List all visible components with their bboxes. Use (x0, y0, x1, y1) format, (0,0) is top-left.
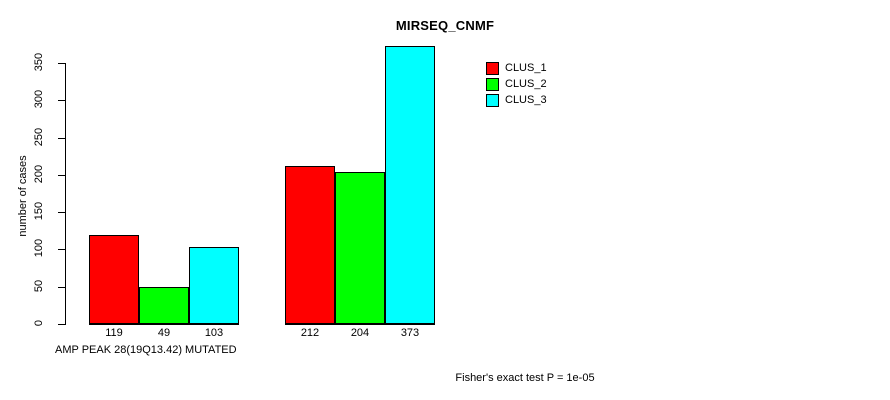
bar-value-label: 212 (300, 327, 320, 339)
y-axis-tick-label: 250 (26, 127, 52, 145)
y-axis-tick-label: 0 (26, 317, 52, 331)
y-axis-tick-label-text: 150 (33, 201, 45, 221)
bar-value-label: 49 (157, 327, 171, 339)
y-axis-tick (58, 137, 65, 139)
y-axis-tick (58, 249, 65, 251)
bar-value-label: 103 (204, 327, 224, 339)
bar-group-2-clus_2 (335, 171, 385, 324)
legend-item-clus_2: CLUS_2 (486, 76, 547, 92)
y-axis-tick (58, 63, 65, 64)
y-axis-tick-label-text: 200 (33, 164, 45, 184)
legend-label: CLUS_1 (505, 62, 547, 74)
y-axis-line (65, 63, 66, 325)
y-axis-tick-label: 50 (26, 280, 52, 294)
chart-title: MIRSEQ_CNMF (0, 18, 890, 33)
y-axis-tick-label: 300 (26, 90, 52, 108)
statistical-annotation-text: Fisher's exact test P = 1e-05 (455, 372, 595, 384)
statistical-annotation: Fisher's exact test P = 1e-05 (0, 372, 890, 384)
x-axis-title: AMP PEAK 28(19Q13.42) MUTATED (55, 344, 237, 356)
y-axis-tick-label-text: 50 (33, 279, 45, 292)
y-axis-tick-label: 100 (26, 239, 52, 257)
y-axis-tick (58, 100, 65, 102)
y-axis-tick-label-text: 100 (33, 239, 45, 258)
bar-value-label: 204 (350, 327, 370, 339)
legend-label: CLUS_2 (505, 78, 547, 90)
y-axis-tick-label: 200 (26, 165, 52, 183)
legend-item-clus_1: CLUS_1 (486, 60, 547, 76)
y-axis-tick (58, 324, 65, 325)
bar-value-label: 119 (105, 327, 123, 339)
bar-group-2-clus_1 (285, 165, 335, 324)
bar-group-1-clus_2 (139, 287, 189, 324)
bar-group-1-clus_1 (89, 235, 139, 324)
legend-item-clus_3: CLUS_3 (486, 92, 547, 108)
chart-title-text: MIRSEQ_CNMF (395, 18, 495, 33)
bar-group-2-clus_3 (385, 45, 435, 324)
y-axis-tick-label-text: 350 (33, 52, 45, 72)
y-axis-tick-label-text: 300 (33, 90, 45, 109)
legend-swatch-icon (486, 93, 499, 107)
y-axis-tick-label: 350 (26, 53, 52, 71)
y-axis-tick-label: 150 (26, 202, 52, 220)
y-axis-tick-label-text: 250 (33, 127, 45, 146)
y-axis-tick-label-text: 0 (33, 319, 45, 327)
bar-value-label: 373 (400, 327, 420, 339)
y-axis-tick (58, 286, 65, 288)
x-axis-segment (285, 324, 435, 325)
legend-swatch-icon (486, 77, 499, 91)
y-axis-tick (58, 174, 65, 176)
legend-label: CLUS_3 (505, 94, 547, 106)
bar-group-1-clus_3 (189, 247, 239, 324)
legend: CLUS_1 CLUS_2 CLUS_3 (486, 60, 547, 108)
legend-swatch-icon (486, 61, 499, 75)
y-axis-tick (58, 212, 65, 214)
x-axis-segment (89, 324, 239, 325)
